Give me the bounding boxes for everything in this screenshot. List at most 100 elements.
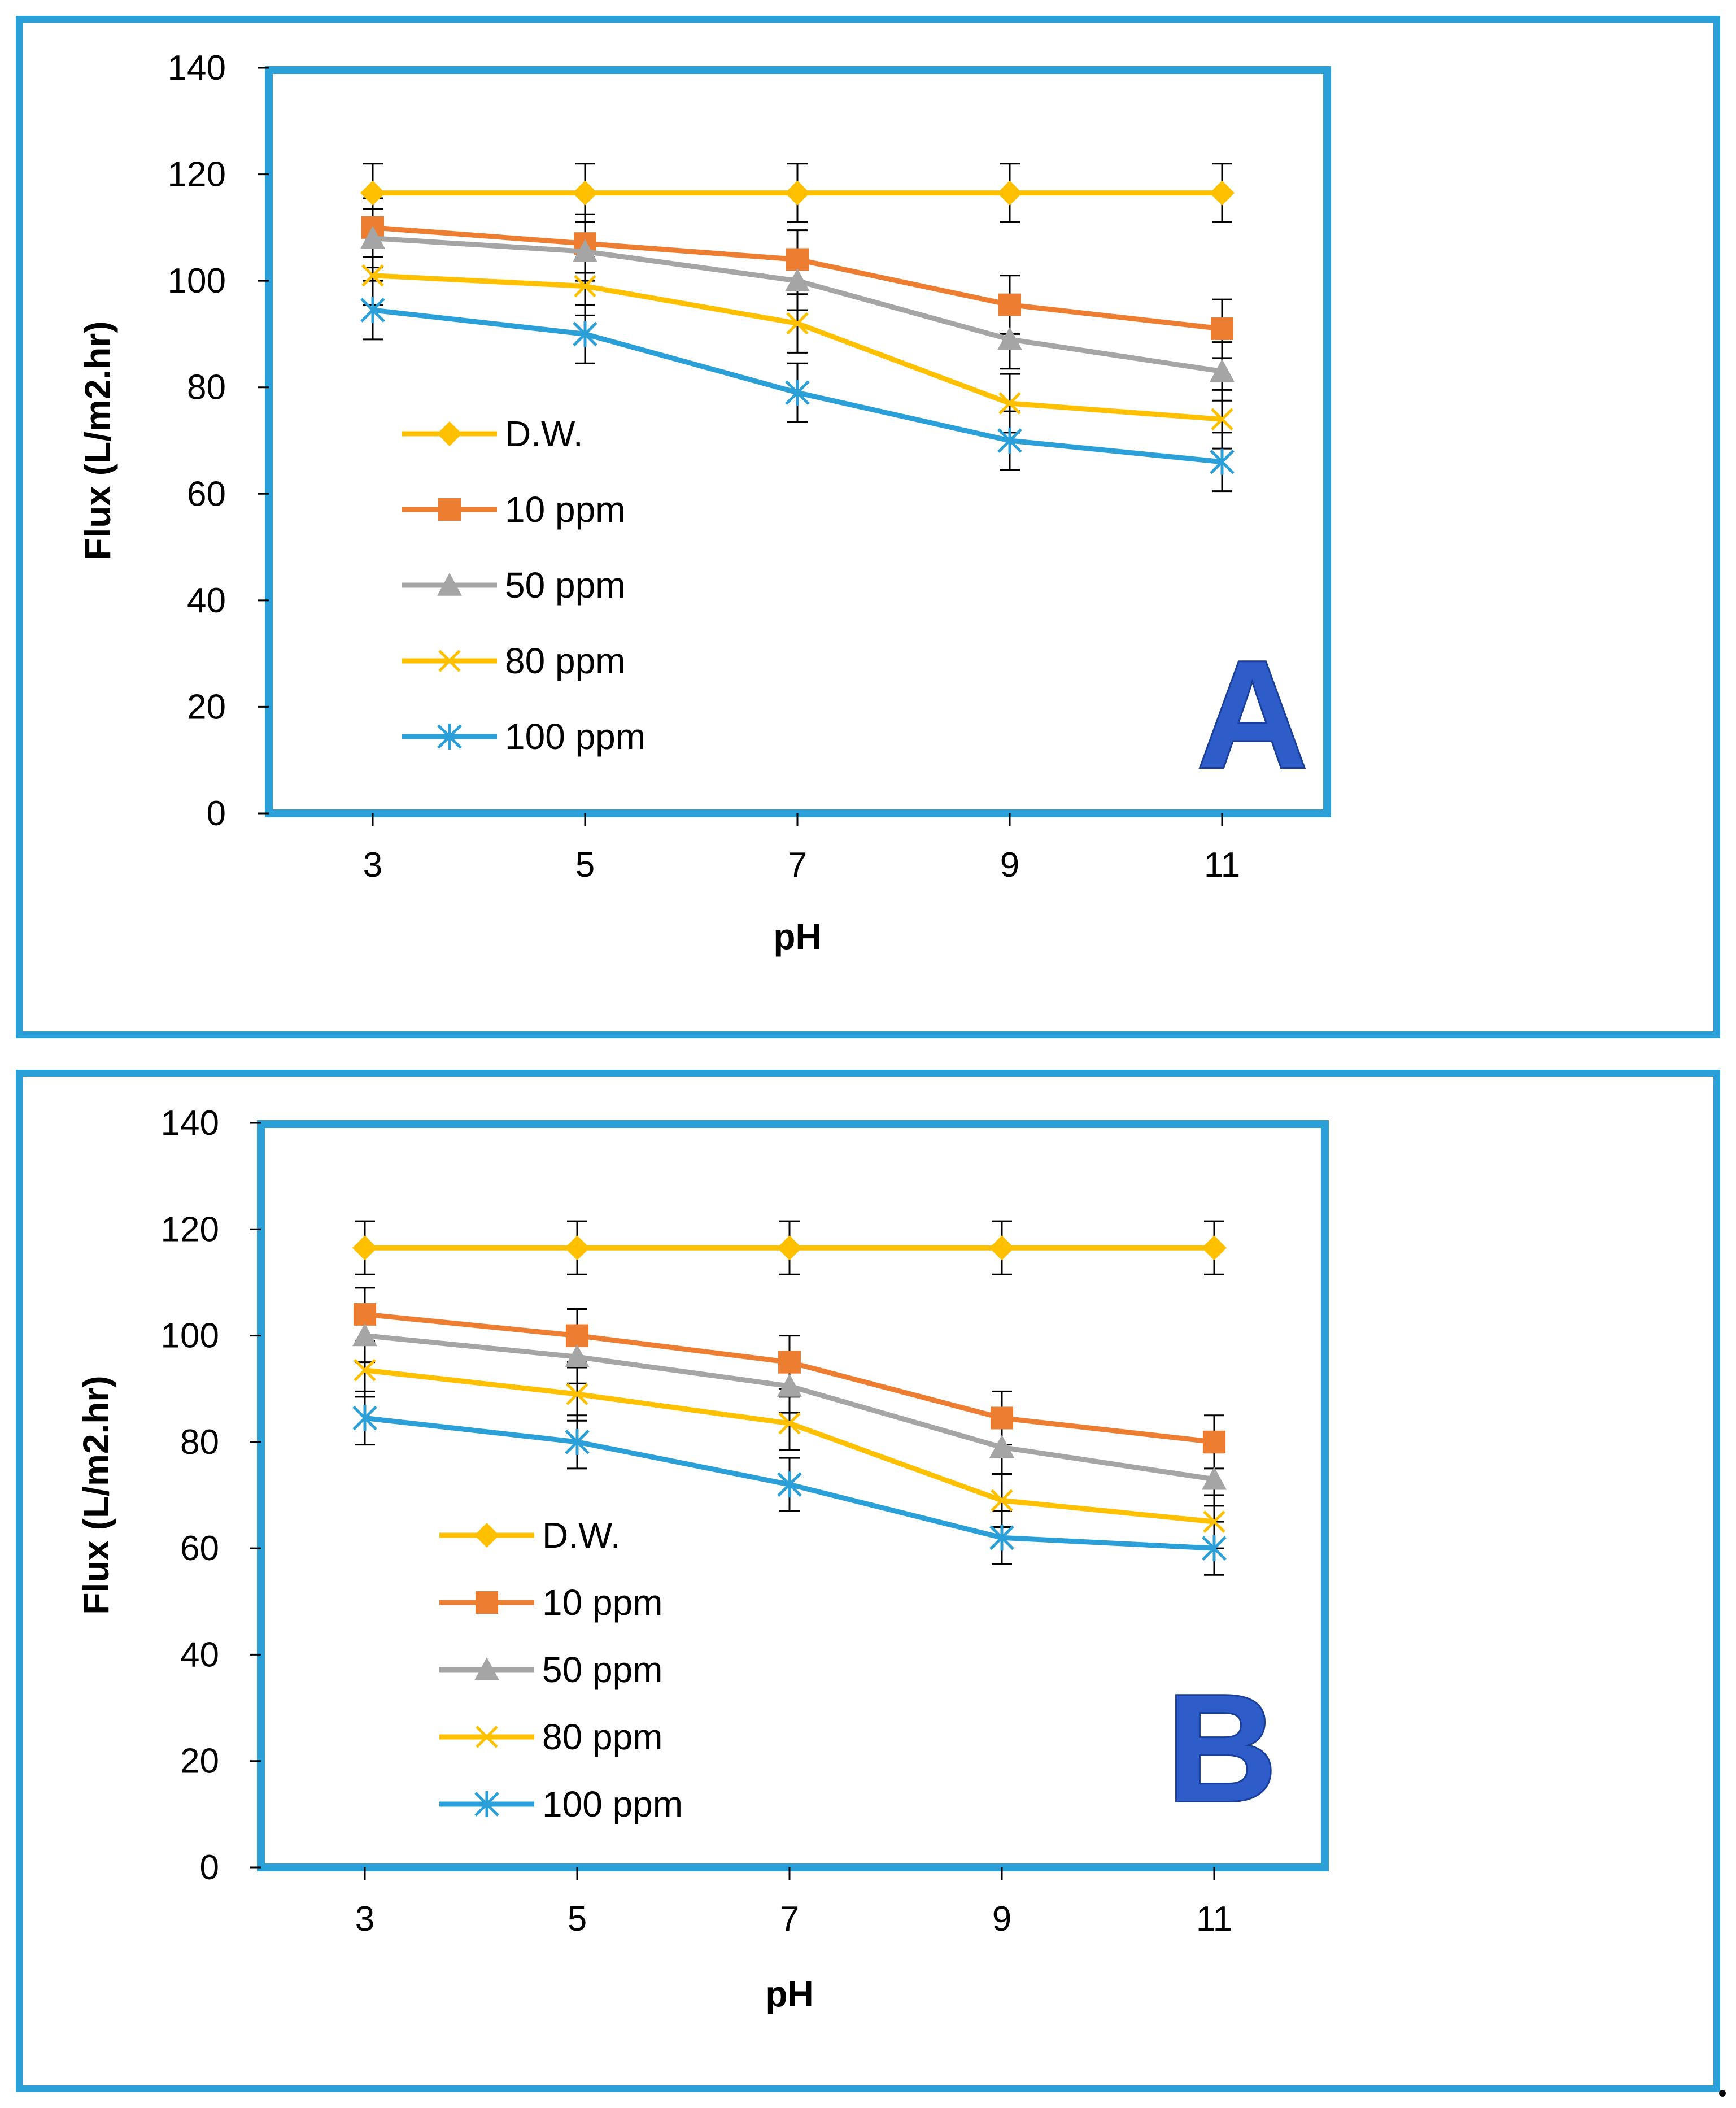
y-tick-label: 120 (168, 155, 226, 194)
legend-marker (437, 421, 462, 446)
panel-label: B (1167, 1663, 1277, 1833)
data-point (354, 1358, 376, 1382)
series-100-ppm (360, 297, 1235, 475)
legend: D.W. 10 ppm 50 ppm 80 ppm 100 ppm (439, 1515, 683, 1824)
data-point (777, 1235, 802, 1261)
data-point (1203, 1430, 1225, 1453)
y-tick-label: 100 (161, 1317, 219, 1356)
data-point (566, 1383, 588, 1405)
y-tick-label: 0 (207, 794, 226, 833)
y-tick-label: 20 (187, 687, 226, 726)
data-point (785, 180, 810, 206)
data-point (777, 1374, 802, 1397)
legend-item: D.W. (402, 413, 583, 454)
series-10-ppm (354, 1303, 1225, 1453)
y-tick-label: 40 (180, 1635, 219, 1674)
x-tick-label: 9 (1000, 846, 1019, 885)
data-point (997, 180, 1022, 206)
y-tick-label: 100 (168, 262, 226, 300)
legend-marker (437, 573, 462, 596)
data-point (785, 268, 810, 291)
legend-marker (438, 650, 461, 672)
data-point (352, 1405, 377, 1431)
x-tick-label: 5 (568, 1900, 587, 1939)
series-d-w- (360, 180, 1235, 206)
legend-label: 80 ppm (542, 1717, 662, 1757)
data-point (778, 1351, 801, 1374)
legend-label: 100 ppm (542, 1784, 683, 1824)
data-point (573, 239, 597, 262)
legend-label: 10 ppm (505, 489, 625, 530)
legend-item: 50 ppm (402, 565, 625, 606)
data-point (997, 428, 1022, 454)
legend-item: 50 ppm (439, 1649, 662, 1690)
data-point (786, 312, 809, 335)
data-point (1211, 408, 1233, 431)
data-point (360, 225, 385, 249)
y-tick-label: 80 (180, 1423, 219, 1462)
data-point (360, 180, 385, 206)
x-axis: 3 5 7 9 11 (363, 813, 1240, 885)
outer-frame (16, 1070, 1720, 2092)
data-point (1203, 1510, 1225, 1533)
data-point (360, 297, 385, 323)
x-tick-label: 7 (780, 1900, 799, 1939)
series-50-ppm (352, 1323, 1227, 1490)
data-point (991, 1489, 1013, 1512)
legend-marker (476, 1591, 498, 1614)
series-100-ppm (352, 1405, 1227, 1562)
y-tick-label: 140 (168, 49, 226, 88)
y-tick-label: 20 (180, 1742, 219, 1781)
data-point (352, 1323, 377, 1347)
legend-item: 100 ppm (439, 1784, 683, 1824)
y-tick-label: 120 (161, 1210, 219, 1249)
x-tick-label: 9 (992, 1900, 1011, 1939)
y-axis-title: Flux (L/m2.hr) (76, 1375, 116, 1614)
data-point (566, 1324, 588, 1347)
data-point (998, 293, 1021, 316)
data-point (1202, 1535, 1227, 1562)
legend-marker (474, 1523, 499, 1548)
legend-label: 80 ppm (505, 641, 625, 681)
data-point (1210, 448, 1235, 475)
data-point (1210, 359, 1235, 382)
legend-marker (474, 1657, 499, 1680)
data-point (998, 392, 1021, 415)
data-point (786, 248, 809, 271)
chart-panel-a: 0 20 40 60 80 100 120 140 3 5 7 9 11 pH Flux (L/m2.hr)… (16, 16, 1720, 1038)
legend-label: 100 ppm (505, 716, 645, 757)
series-50-ppm (360, 225, 1235, 382)
legend-label: 50 ppm (542, 1649, 662, 1690)
x-tick-label: 11 (1204, 846, 1240, 885)
data-point (574, 275, 596, 298)
y-tick-label: 0 (200, 1848, 219, 1887)
legend-marker (474, 1791, 499, 1817)
legend-item: 10 ppm (402, 489, 625, 530)
data-point (361, 264, 384, 287)
data-point (785, 380, 810, 406)
x-tick-label: 7 (788, 846, 807, 885)
y-axis: 0 20 40 60 80 100 120 140 (161, 1104, 261, 1887)
data-point (565, 1428, 590, 1455)
legend-item: 80 ppm (439, 1717, 662, 1757)
panel-label: A (1197, 630, 1307, 800)
data-point (1210, 180, 1235, 206)
data-point (565, 1235, 590, 1261)
legend-marker (438, 498, 461, 521)
plot-area-frame (257, 1120, 1329, 1871)
data-point (997, 326, 1022, 350)
series-d-w- (352, 1235, 1227, 1261)
data-point (1211, 317, 1233, 340)
series-80-ppm (361, 264, 1233, 431)
data-point (573, 180, 597, 206)
legend-label: 50 ppm (505, 565, 625, 606)
x-axis: 3 5 7 9 11 (355, 1867, 1232, 1939)
y-axis: 0 20 40 60 80 100 120 140 (168, 49, 269, 833)
data-point (565, 1344, 590, 1367)
data-point (989, 1435, 1014, 1458)
y-tick-label: 60 (180, 1529, 219, 1568)
legend-item: 100 ppm (402, 716, 645, 757)
y-tick-label: 80 (187, 368, 226, 407)
legend-label: D.W. (505, 413, 583, 454)
chart-svg: 0 20 40 60 80 100 120 140 3 5 7 9 11 pH Flux (L/m2.hr)… (16, 16, 1720, 1038)
